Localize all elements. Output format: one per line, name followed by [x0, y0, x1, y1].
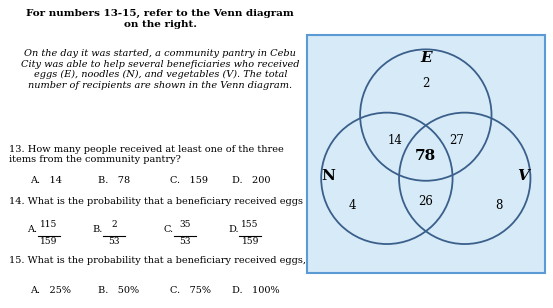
Text: 4: 4: [349, 199, 357, 212]
Text: 35: 35: [179, 220, 191, 229]
Text: 13. How many people received at least one of the three
items from the community : 13. How many people received at least on…: [9, 145, 283, 164]
Text: 78: 78: [415, 149, 436, 164]
Text: 15. What is the probability that a beneficiary received eggs, noodles, or vegeta: 15. What is the probability that a benef…: [9, 256, 425, 265]
Text: A.: A.: [27, 225, 38, 234]
Text: V: V: [517, 169, 529, 183]
Text: 155: 155: [242, 220, 259, 229]
Text: 14. What is the probability that a beneficiary received eggs or vegetables?: 14. What is the probability that a benef…: [9, 197, 378, 206]
Text: 27: 27: [449, 134, 463, 147]
Text: For numbers 13-15, refer to the Venn diagram
on the right.: For numbers 13-15, refer to the Venn dia…: [27, 9, 294, 29]
Text: C.   159: C. 159: [170, 176, 208, 184]
Text: D.   100%: D. 100%: [232, 286, 279, 295]
Text: 53: 53: [108, 237, 119, 246]
Text: 53: 53: [179, 237, 191, 246]
Text: 14: 14: [388, 134, 403, 147]
Text: B.: B.: [92, 225, 103, 234]
Text: 2: 2: [111, 220, 117, 229]
Text: 159: 159: [242, 237, 259, 246]
Text: On the day it was started, a community pantry in Cebu
City was able to help seve: On the day it was started, a community p…: [21, 49, 300, 90]
Text: B.   78: B. 78: [98, 176, 131, 184]
Text: A.   25%: A. 25%: [30, 286, 71, 295]
Text: 26: 26: [419, 195, 433, 208]
Text: C.: C.: [164, 225, 174, 234]
Text: B.   50%: B. 50%: [98, 286, 139, 295]
Text: 2: 2: [422, 77, 430, 90]
Text: 159: 159: [40, 237, 58, 246]
Text: N: N: [321, 169, 336, 183]
Text: A.   14: A. 14: [30, 176, 62, 184]
Text: 8: 8: [495, 199, 503, 212]
Text: C.   75%: C. 75%: [170, 286, 211, 295]
Text: D.: D.: [228, 225, 239, 234]
Text: E: E: [420, 51, 432, 65]
Text: D.   200: D. 200: [232, 176, 270, 184]
Text: 115: 115: [40, 220, 58, 229]
